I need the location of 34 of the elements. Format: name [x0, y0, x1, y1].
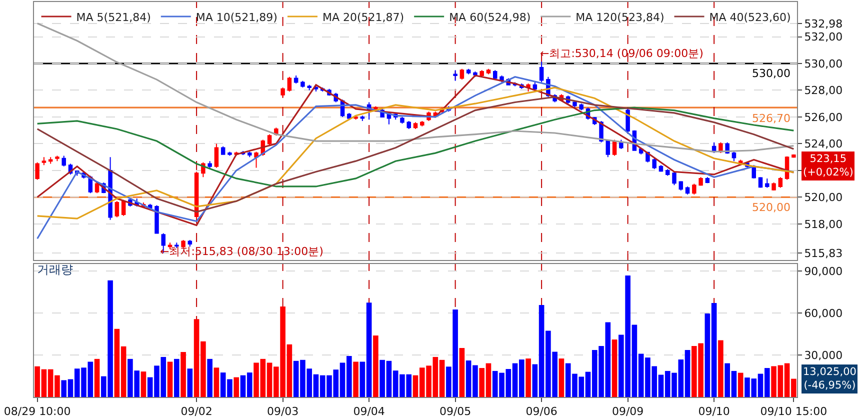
x-tick-label: 09/04 [353, 405, 385, 417]
x-tick-label: 09/10 15:00 [760, 405, 828, 417]
legend-label: MA 10(521,89) [196, 10, 278, 24]
y-tick-label: 532,00 [804, 30, 843, 44]
chart-title: 거래량 [37, 262, 74, 277]
y-tick-label: 526,00 [804, 110, 843, 124]
y-tick-label: 90,000 [804, 264, 843, 278]
y-tick-label: 524,00 [804, 138, 843, 151]
y-tick-label: 528,00 [804, 84, 843, 98]
legend-label: MA 60(524,98) [449, 10, 531, 24]
ref-line-label: 520,00 [752, 201, 790, 214]
annotation: ←최고:530,14 (09/06 09:00분) [540, 47, 704, 60]
x-tick-label: 08/29 10:00 [4, 405, 71, 417]
x-tick-label: 09/03 [266, 405, 299, 417]
x-tick-label: 09/06 [526, 405, 558, 417]
y-tick-label: 520,00 [804, 191, 843, 204]
legend-label: MA 120(523,84) [576, 10, 664, 24]
text: 13,025,00 (-46,95%) [803, 366, 856, 392]
x-tick-label: 09/02 [180, 405, 212, 417]
x-tick-label: 09/05 [439, 405, 472, 417]
y-tick-label: 60,000 [804, 306, 843, 320]
ref-line-label: 526,70 [752, 112, 790, 125]
y-tick-label: 515,83 [804, 246, 843, 260]
text: 523,15 (+0,02%) [803, 153, 854, 179]
x-tick-label: 09/09 [612, 405, 644, 417]
y-tick-label: 530,00 [804, 57, 843, 70]
legend-label: MA 40(523,60) [709, 10, 791, 24]
ref-line-label: 530,00 [752, 67, 790, 80]
legend-label: MA 5(521,84) [76, 10, 151, 24]
legend-label: MA 20(521,87) [322, 10, 404, 24]
x-tick-label: 09/10 [698, 405, 730, 417]
y-tick-label: 532,98 [804, 18, 843, 31]
y-tick-label: 518,00 [804, 218, 843, 231]
y-tick-label: 30,000 [804, 348, 843, 362]
